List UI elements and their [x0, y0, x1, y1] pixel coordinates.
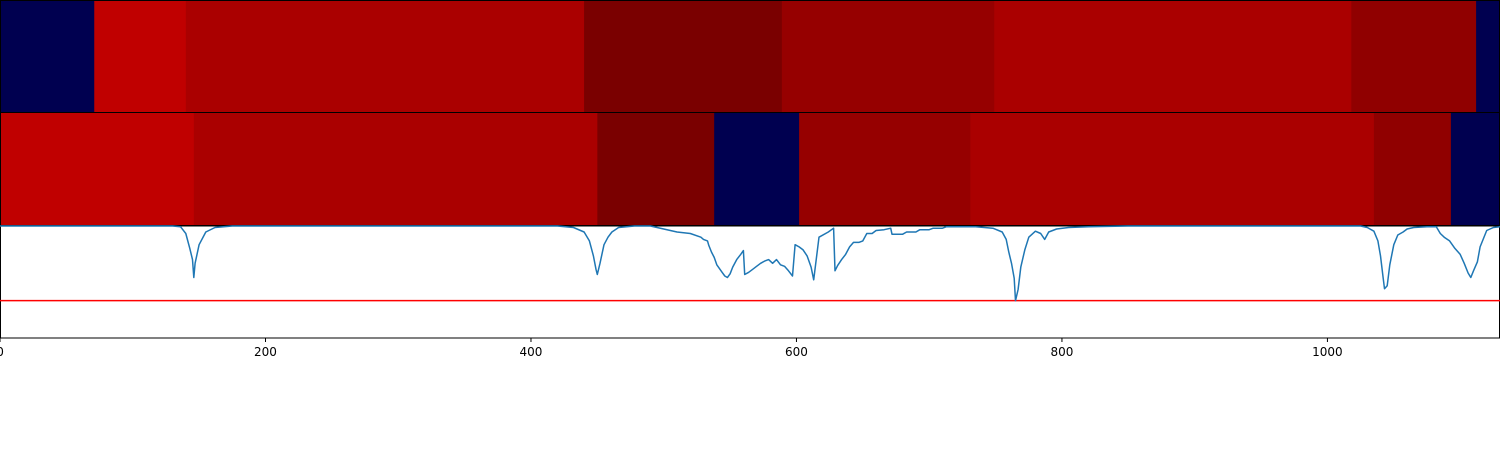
- heatmap-segment: [1373, 113, 1452, 225]
- heatmap-segment: [0, 1, 95, 112]
- heatmap-segment: [597, 113, 715, 225]
- x-axis: 0 200 400 600 800 1000: [0, 338, 1343, 359]
- heatmap-segment: [1351, 1, 1477, 112]
- heatmap-segment: [584, 1, 783, 112]
- series-line: [0, 225, 1500, 302]
- segmentation-track-1: [0, 0, 1500, 113]
- heatmap-segment: [799, 113, 971, 225]
- heatmap-segment: [94, 1, 187, 112]
- x-tick-label: 800: [1050, 345, 1073, 359]
- x-tick-label: 0: [0, 345, 4, 359]
- heatmap-segment: [185, 1, 585, 112]
- x-tick-label: 600: [785, 345, 808, 359]
- x-tick-label: 400: [520, 345, 543, 359]
- x-tick-label: 200: [254, 345, 277, 359]
- x-tick-label: 1000: [1312, 345, 1343, 359]
- score-line-plot: [0, 225, 1500, 339]
- heatmap-segment: [781, 1, 995, 112]
- heatmap-segment: [714, 113, 800, 225]
- heatmap-segment: [994, 1, 1352, 112]
- heatmap-segment: [0, 113, 195, 225]
- heatmap-segment: [1476, 1, 1500, 112]
- heatmap-segment: [193, 113, 598, 225]
- heatmap-segment: [1450, 113, 1500, 225]
- heatmap-segment: [970, 113, 1375, 225]
- segmentation-track-2: [0, 112, 1500, 226]
- plot-frame: [0, 225, 1500, 339]
